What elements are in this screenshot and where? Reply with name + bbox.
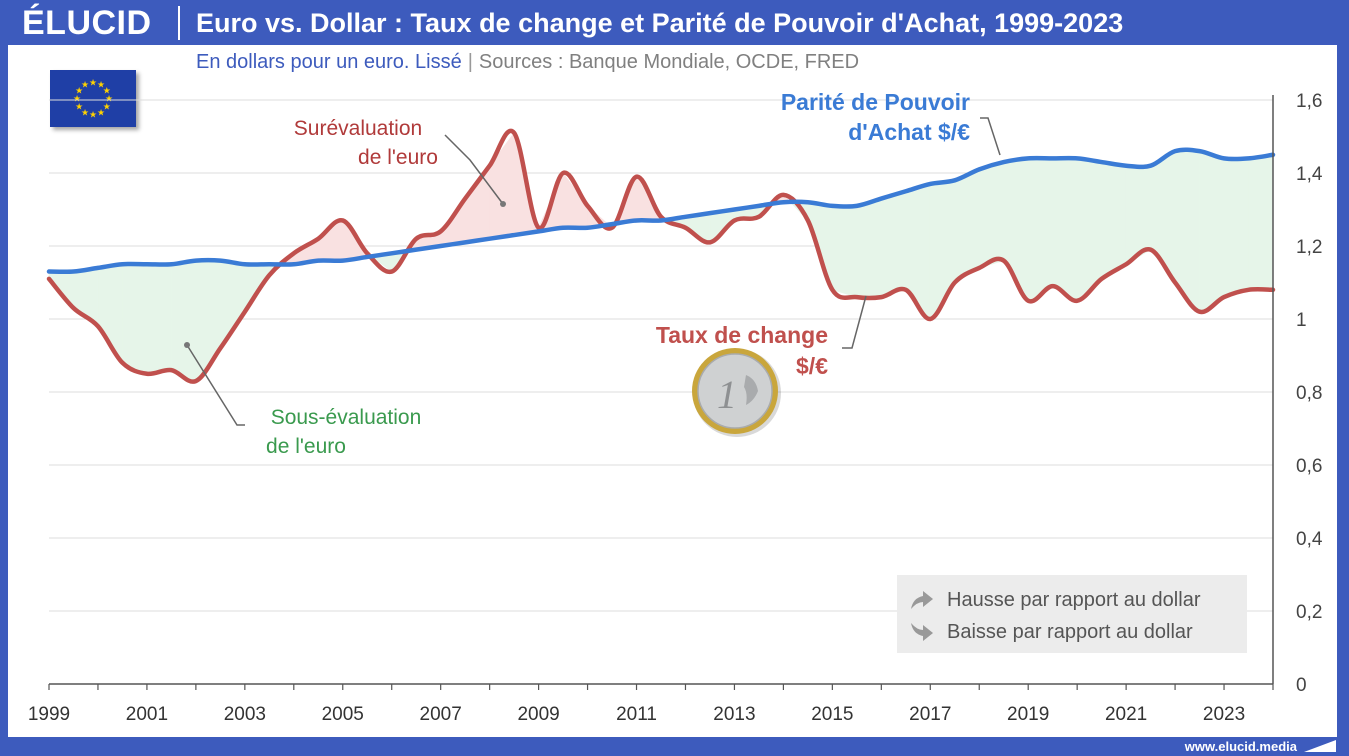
- header-separator: [178, 6, 180, 40]
- gap-fill: [146, 263, 172, 375]
- y-tick-label: 1,4: [1296, 164, 1323, 185]
- y-tick-label: 0,2: [1296, 602, 1322, 623]
- x-tick-label: 2019: [1007, 704, 1049, 725]
- legend-label-up: Hausse par rapport au dollar: [947, 588, 1201, 611]
- gap-fill: [1027, 158, 1053, 302]
- svg-text:★: ★: [81, 108, 89, 118]
- x-tick-label: 2011: [616, 704, 657, 725]
- gap-fill: [1199, 150, 1225, 313]
- x-tick-label: 1999: [28, 704, 70, 725]
- gap-fill: [1101, 161, 1127, 280]
- brand-logo[interactable]: ÉLUCID: [22, 4, 152, 42]
- gap-fill: [954, 168, 980, 284]
- page-title: Euro vs. Dollar : Taux de change et Pari…: [196, 8, 1124, 38]
- svg-text:★: ★: [103, 103, 111, 113]
- gap-fill: [978, 161, 1005, 269]
- x-tick-label: 2013: [713, 704, 755, 725]
- subtitle-sources: Sources : Banque Mondiale, OCDE, FRED: [478, 51, 860, 73]
- subtitle-divider: |: [467, 51, 473, 73]
- callout-fx-leader: [842, 295, 867, 349]
- callout-ppp-leader: [980, 117, 1001, 156]
- y-tick-label: 0,4: [1296, 529, 1323, 550]
- callout-under-leader: [186, 344, 245, 426]
- gap-fill: [881, 190, 907, 298]
- legend-box: Hausse par rapport au dollar Baisse par …: [897, 575, 1247, 653]
- euro-coin-icon: 1: [692, 348, 781, 437]
- gap-fill: [832, 205, 858, 298]
- chart-subtitle: En dollars pour un euro. Lissé | Sources :…: [196, 51, 859, 74]
- subtitle-unit: En dollars pour un euro. Lissé: [196, 51, 462, 73]
- gap-fill: [464, 164, 490, 243]
- gap-fill: [929, 179, 956, 320]
- gap-fill: [1052, 158, 1078, 302]
- footer-url[interactable]: www.elucid.media: [1184, 739, 1297, 754]
- x-tick-label: 2017: [909, 704, 951, 725]
- svg-text:★: ★: [75, 103, 83, 113]
- x-tick-label: 2021: [1105, 704, 1147, 725]
- svg-text:★: ★: [89, 79, 97, 89]
- y-tick-label: 1: [1296, 310, 1307, 331]
- series-line-taux-de-change: [46, 128, 1276, 384]
- x-tick-label: 2005: [322, 704, 364, 725]
- arrow-up-icon: [911, 591, 933, 609]
- annotation-fx-1: Taux de change: [656, 322, 828, 348]
- gap-fill: [489, 131, 515, 240]
- header-bar: ÉLUCID Euro vs. Dollar : Taux de change …: [0, 0, 1349, 45]
- gap-fill: [122, 263, 148, 375]
- annotation-under-1: Sous-évaluation: [271, 406, 422, 429]
- gap-fill: [220, 260, 246, 350]
- legend-label-down: Baisse par rapport au dollar: [947, 620, 1193, 643]
- annotation-ppp-1: Parité de Pouvoir: [781, 89, 970, 115]
- annotation-fx-2: $/€: [796, 353, 828, 379]
- series-line-ppa: [46, 147, 1276, 275]
- y-tick-label: 0: [1296, 675, 1307, 696]
- gap-fill: [905, 183, 931, 320]
- svg-text:★: ★: [81, 81, 89, 91]
- annotation-over-1: Surévaluation: [294, 117, 422, 140]
- svg-text:★: ★: [75, 87, 83, 97]
- gap-fill: [171, 260, 197, 382]
- gap-fill: [856, 198, 882, 298]
- gap-fill: [1248, 154, 1274, 291]
- svg-text:★: ★: [97, 108, 105, 118]
- callout-under-dot: [184, 342, 190, 348]
- paper-plane-icon: [1304, 740, 1336, 752]
- callout-over-leader: [444, 134, 504, 205]
- y-tick-label: 1,2: [1296, 237, 1322, 258]
- svg-text:★: ★: [97, 81, 105, 91]
- annotation-under-2: de l'euro: [266, 435, 346, 458]
- x-tick-label: 2001: [126, 704, 168, 725]
- svg-text:★: ★: [89, 111, 97, 121]
- y-tick-label: 0,6: [1296, 456, 1322, 477]
- annotation-over-2: de l'euro: [358, 146, 438, 169]
- gap-fill: [195, 260, 221, 382]
- callout-over-dot: [500, 201, 506, 207]
- svg-text:1: 1: [717, 372, 737, 417]
- svg-text:★: ★: [103, 87, 111, 97]
- gap-fill: [1223, 158, 1249, 298]
- x-tick-label: 2023: [1203, 704, 1245, 725]
- eu-flag-icon: ★ ★ ★ ★ ★ ★ ★ ★ ★ ★ ★ ★: [50, 70, 136, 127]
- arrow-down-icon: [911, 623, 933, 641]
- x-tick-label: 2015: [811, 704, 853, 725]
- y-tick-label: 1,6: [1296, 91, 1322, 112]
- gap-fill: [342, 219, 368, 261]
- y-tick-label: 0,8: [1296, 383, 1322, 404]
- legend-item-down: Baisse par rapport au dollar: [907, 618, 1193, 646]
- x-tick-label: 2007: [420, 704, 462, 725]
- x-tick-label: 2003: [224, 704, 266, 725]
- x-tick-label: 2009: [517, 704, 559, 725]
- legend-item-up: Hausse par rapport au dollar: [907, 586, 1200, 614]
- annotation-ppp-2: d'Achat $/€: [848, 119, 970, 145]
